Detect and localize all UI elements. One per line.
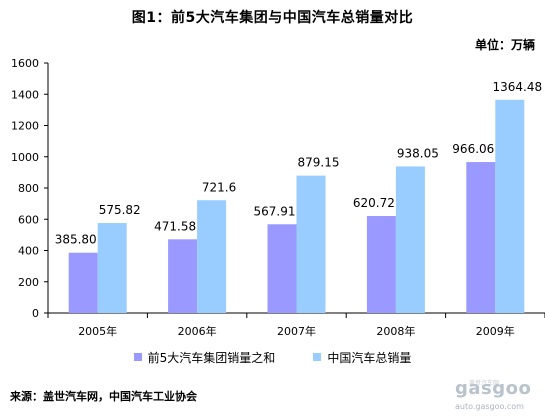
data-label-total-0: 575.82 (99, 203, 141, 217)
data-label-top5-0: 385.80 (55, 233, 97, 247)
bar-top5-1 (168, 239, 198, 313)
watermark-url: auto.gasgoo.com (455, 402, 524, 411)
legend-label-top5: 前5大汽车集团销量之和 (147, 350, 276, 365)
y-tick-label: 800 (18, 182, 39, 195)
y-tick-label: 1400 (11, 88, 39, 101)
data-label-total-4: 1364.48 (492, 80, 542, 94)
watermark: 盖世汽车网 gasgoo auto.gasgoo.com (447, 378, 542, 416)
legend-item-top5: 前5大汽车集团销量之和 (133, 349, 276, 366)
watermark-logo: gasgoo (455, 378, 532, 399)
data-label-top5-2: 567.91 (254, 204, 296, 218)
x-axis: 2005年 2006年 2007年 2008年 2009年 (47, 312, 545, 338)
bar-top5-4 (466, 162, 496, 313)
bars (68, 99, 525, 313)
bar-total-4 (495, 99, 525, 313)
x-tick-label: 2007年 (277, 324, 316, 338)
y-tick-label: 1000 (11, 151, 39, 164)
y-tick-label: 600 (18, 213, 39, 226)
bar-total-1 (197, 200, 227, 313)
x-tick-label: 2008年 (376, 324, 415, 338)
bar-top5-0 (68, 252, 98, 313)
y-tick-label: 1200 (11, 120, 39, 133)
bar-total-0 (97, 223, 127, 313)
y-axis: 0 200 400 600 800 1000 1200 1400 1600 (11, 57, 49, 320)
data-label-total-2: 879.15 (298, 156, 340, 170)
legend-item-total: 中国汽车总销量 (313, 349, 411, 366)
bar-top5-3 (366, 216, 396, 313)
data-label-top5-3: 620.72 (353, 196, 395, 210)
source-note: 来源：盖世汽车网，中国汽车工业协会 (10, 390, 197, 403)
x-tick-label: 2009年 (476, 324, 515, 338)
y-tick-label: 200 (18, 276, 39, 289)
data-label-total-1: 721.6 (202, 180, 236, 194)
legend-swatch-total (313, 353, 322, 361)
y-tick-label: 0 (32, 307, 39, 320)
data-label-top5-1: 471.58 (154, 219, 196, 233)
x-tick-label: 2005年 (78, 324, 117, 338)
legend-label-total: 中国汽车总销量 (327, 350, 412, 365)
bar-total-3 (395, 166, 425, 313)
watermark-subtitle: 盖世汽车网 (469, 380, 500, 387)
legend: 前5大汽车集团销量之和 中国汽车总销量 (0, 347, 545, 367)
y-tick-label: 400 (18, 245, 39, 258)
data-label-top5-4: 966.06 (452, 142, 494, 156)
y-tick-label: 1600 (11, 57, 39, 70)
bar-top5-2 (267, 224, 297, 313)
chart-title: 图1：前5大汽车集团与中国汽车总销量对比 (131, 10, 414, 26)
data-labels: 385.80 575.82 471.58 721.6 567.91 879.15 620.7… (55, 80, 542, 247)
x-tick-label: 2006年 (178, 324, 217, 338)
legend-swatch-top5 (133, 353, 142, 361)
unit-label: 单位：万辆 (474, 38, 535, 52)
bar-total-2 (296, 175, 326, 313)
data-label-total-3: 938.05 (397, 146, 439, 160)
